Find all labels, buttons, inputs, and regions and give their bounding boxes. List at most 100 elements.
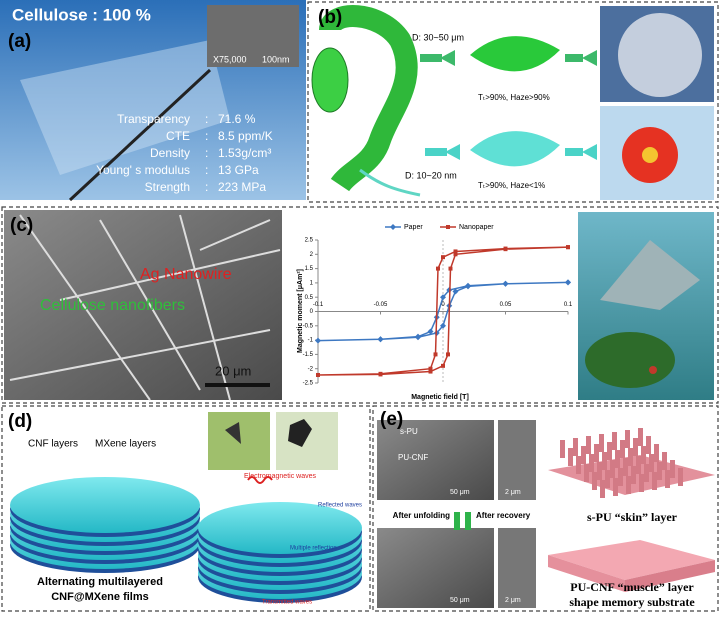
y-tick-label: -1.5 [303,352,314,358]
wires [9,214,281,401]
pillar [605,470,610,488]
pillar [678,468,683,486]
marker [377,336,384,343]
pillar [641,446,646,464]
film-piece [288,419,312,447]
substrate [548,540,715,580]
pillar [625,430,630,448]
annotation: After unfolding [393,511,450,520]
nanofiber [359,168,421,197]
hazy-film [618,13,702,97]
arrow [420,54,442,62]
property-value: 8.5 ppm/K [218,129,273,143]
marker [378,372,383,377]
marker [502,280,509,287]
annotation: Reflected waves [318,503,362,509]
marker [316,372,320,377]
substrate [625,560,715,592]
frame [1,405,371,612]
y-axis-title: Magnetic moment [μAm²] [297,269,304,353]
arrow [425,148,447,156]
pillar [662,452,667,470]
pillar [654,444,659,462]
pillar [599,434,604,452]
leaf [585,332,675,388]
property-value: 71.6 % [218,112,256,126]
properties: Transparency:71.6 %CTE:8.5 ppm/KDensity:… [96,112,273,194]
sem-image [4,210,282,400]
annotation: After recovery [476,511,531,520]
property-name: Young' s modulus [96,163,190,177]
property-name: CTE [166,129,190,143]
pillar [602,452,607,470]
sem-image [377,528,494,608]
diameter: D: 10~20 nm [405,170,457,180]
y-tick-label: 2 [310,252,314,258]
scale-label: 2 μm [505,489,521,496]
scale-bar [205,383,270,387]
marker [465,282,471,289]
marker [390,224,396,230]
x-axis-title: Magnetic field [T] [411,394,469,401]
separator: : [205,129,208,143]
diameter: D: 30~50 μm [412,32,464,42]
x-tick-label: 0 [441,302,445,308]
magnification: X75,000 [213,54,247,64]
magnet [649,366,657,374]
photo-plant [276,412,338,470]
pillar [597,462,602,480]
marker [428,369,433,374]
pillar [584,464,589,482]
multilayer-disk [10,477,200,573]
hysteresis-chart: Magnetic field [T] Magnetic moment [μAm²… [292,212,574,402]
pillar [636,456,641,474]
marker [441,363,445,368]
property-value: 13 GPa [218,163,259,177]
caption: shape memory substrate [569,595,695,609]
y-tick-label: -2.5 [303,381,314,387]
legend-label: Nanopaper [459,224,494,231]
pillar [665,470,670,488]
tweezers [68,68,212,202]
marker [436,266,440,271]
pillar [600,480,605,498]
pillar [586,436,591,454]
marker [433,352,438,357]
pillar [576,456,581,474]
pillar [670,460,675,478]
arrow [465,512,471,530]
marker [446,225,450,229]
pillar [623,458,628,476]
x-tick-label: -0.05 [374,302,388,308]
panel-b: (b) D: 30~50 μm Tₜ>90%, Haze>90% D: 10~2… [307,1,719,203]
sem-inset [207,5,299,67]
arrow [445,144,460,160]
annotation: Transmitted waves [262,600,312,606]
pillar [626,476,631,494]
multilayer-disk [198,502,362,603]
fiber-end [311,47,349,113]
pillar [568,448,573,466]
y-tick-label: 1.5 [305,266,314,272]
marker [565,279,571,286]
plot-area [292,212,574,402]
title: Cellulose : 100 % [12,5,151,24]
pillar [652,472,657,490]
property-name: Strength [145,180,190,194]
property-name: Transparency [117,112,190,126]
marker [441,255,445,260]
arrow [582,144,597,160]
panel-a: Cellulose : 100 % (a) X75,000 100nm Tran… [0,0,306,202]
property-value: 223 MPa [218,180,266,194]
pillar [610,460,615,478]
y-tick-label: -2 [308,366,314,372]
panel-label: (c) [10,215,33,236]
annotation: Ag Nanowire [140,266,232,283]
marker [453,252,458,257]
fiber [319,5,418,192]
property-value: 1.53g/cm³ [218,146,271,160]
panel-c: (c) Ag Nanowire Cellulose nanofibers 20 … [1,206,719,404]
x-tick-label: -0.1 [313,302,324,308]
y-tick-label: 1 [310,280,314,286]
